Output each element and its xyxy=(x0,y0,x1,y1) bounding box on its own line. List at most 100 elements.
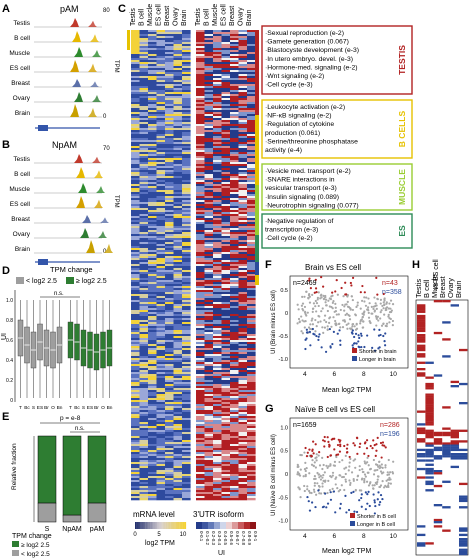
heat-cell-mrna xyxy=(165,494,174,497)
heat-cell-mrna xyxy=(173,394,183,397)
heat-h-cell xyxy=(425,376,434,379)
scatter-point-gray xyxy=(354,489,357,492)
heat-cell-utr xyxy=(238,362,248,365)
heat-cell-mrna xyxy=(156,262,166,265)
heat-cell-mrna xyxy=(182,310,191,313)
heat-cell-mrna xyxy=(173,350,183,353)
heat-cell-mrna xyxy=(131,268,140,271)
heat-cell-utr xyxy=(213,304,222,307)
heat-cell-mrna xyxy=(139,478,149,481)
heat-cell-utr xyxy=(247,436,256,439)
scatter-point-gray xyxy=(303,311,307,314)
heat-cell-mrna xyxy=(148,72,157,75)
heat-cell-utr xyxy=(221,52,231,55)
heat-cell-mrna xyxy=(131,278,140,281)
heat-cell-utr xyxy=(238,188,248,191)
heat-cell-utr xyxy=(230,322,239,325)
heat-cell-utr xyxy=(230,266,239,269)
heat-cell-utr xyxy=(196,286,205,289)
heat-cell-mrna xyxy=(182,280,191,283)
heat-cell-mrna xyxy=(156,144,166,147)
scatter-point-gray xyxy=(311,459,314,462)
scatter-point-blue xyxy=(373,501,376,504)
heat-cell-mrna xyxy=(148,124,157,127)
heat-cell-mrna xyxy=(173,94,183,97)
scatter-point-gray xyxy=(382,307,385,310)
scatter-point-blue xyxy=(374,504,377,508)
heat-cell-mrna xyxy=(165,170,174,173)
heat-cell-utr xyxy=(196,356,205,359)
heat-cell-mrna xyxy=(131,378,140,381)
scatter-point-gray xyxy=(381,466,384,469)
scatter-point-blue xyxy=(373,328,376,331)
heat-cell-mrna xyxy=(148,362,157,365)
heat-cell-utr xyxy=(238,484,248,487)
scatter-point-gray xyxy=(365,296,368,299)
heat-cell-utr xyxy=(247,406,256,409)
scatter-point-red xyxy=(361,284,364,288)
heat-cell-mrna xyxy=(156,190,166,193)
heat-cell-utr xyxy=(230,130,239,133)
legend-mrna-swatch xyxy=(153,522,156,529)
heat-cell-utr xyxy=(238,322,248,325)
heat-cell-utr xyxy=(213,386,222,389)
heat-cell-mrna xyxy=(148,80,157,83)
heat-cell-mrna xyxy=(131,290,140,293)
panel-b-title: NpAM xyxy=(52,140,77,150)
heat-cell-mrna xyxy=(131,426,140,429)
heat-cell-utr xyxy=(196,112,205,115)
scatter-point-blue xyxy=(332,330,335,333)
scatter-point-blue xyxy=(350,491,353,494)
heat-cell-mrna xyxy=(156,448,166,451)
scatter-point-gray xyxy=(304,475,307,478)
legend-f-red xyxy=(352,348,357,353)
heat-cell-utr xyxy=(247,284,256,287)
scatter-point-red xyxy=(358,445,361,449)
heat-cell-utr xyxy=(230,128,239,131)
heat-cell-mrna xyxy=(131,172,140,175)
heat-cell-mrna xyxy=(148,114,157,117)
heat-cell-mrna xyxy=(148,44,157,47)
heat-cell-mrna xyxy=(156,96,166,99)
heat-cell-mrna xyxy=(173,220,183,223)
heat-cell-mrna xyxy=(182,238,191,241)
heat-cell-mrna xyxy=(173,406,183,409)
track-label: Muscle xyxy=(9,186,30,193)
heat-cell-utr xyxy=(213,96,222,99)
heat-cell-utr xyxy=(213,334,222,337)
scatter-point-blue xyxy=(308,509,312,512)
track-label: ES cell xyxy=(10,65,31,72)
heat-cell-mrna xyxy=(131,354,140,357)
heat-cell-mrna xyxy=(131,148,140,151)
heat-cell-mrna xyxy=(139,314,149,317)
panel-a-ymax: 80 xyxy=(103,8,110,14)
scatter-point-red xyxy=(327,440,330,443)
heat-cell-utr xyxy=(213,228,222,231)
heat-cell-mrna xyxy=(173,378,183,381)
panel-a-ylabel: TPM xyxy=(113,60,119,73)
heat-cell-mrna xyxy=(139,204,149,207)
heat-cell-mrna xyxy=(131,100,140,103)
x-tick-label: Bn xyxy=(57,405,63,411)
heat-cell-mrna xyxy=(156,112,166,115)
heat-cell-utr xyxy=(238,36,248,39)
heat-cell-mrna xyxy=(182,248,191,251)
scatter-point-gray xyxy=(375,307,378,310)
heat-cell-utr xyxy=(238,376,248,379)
heat-h-cell xyxy=(417,334,426,337)
panel-e-ylabel: Relative fraction xyxy=(11,443,18,490)
heat-cell-utr xyxy=(247,356,256,359)
heat-cell-mrna xyxy=(148,210,157,213)
heat-cell-utr xyxy=(204,336,214,339)
heat-cell-mrna xyxy=(148,490,157,493)
heat-cell-mrna xyxy=(156,280,166,283)
heat-cell-mrna xyxy=(131,386,140,389)
scatter-point-blue xyxy=(353,335,356,339)
heat-cell-mrna xyxy=(131,216,140,219)
heat-cell-mrna xyxy=(156,198,166,201)
heat-cell-mrna xyxy=(139,318,149,321)
heat-cell-mrna xyxy=(131,140,140,143)
heat-cell-utr xyxy=(238,496,248,499)
heat-cell-utr xyxy=(247,156,256,159)
heat-cell-mrna xyxy=(182,156,191,159)
